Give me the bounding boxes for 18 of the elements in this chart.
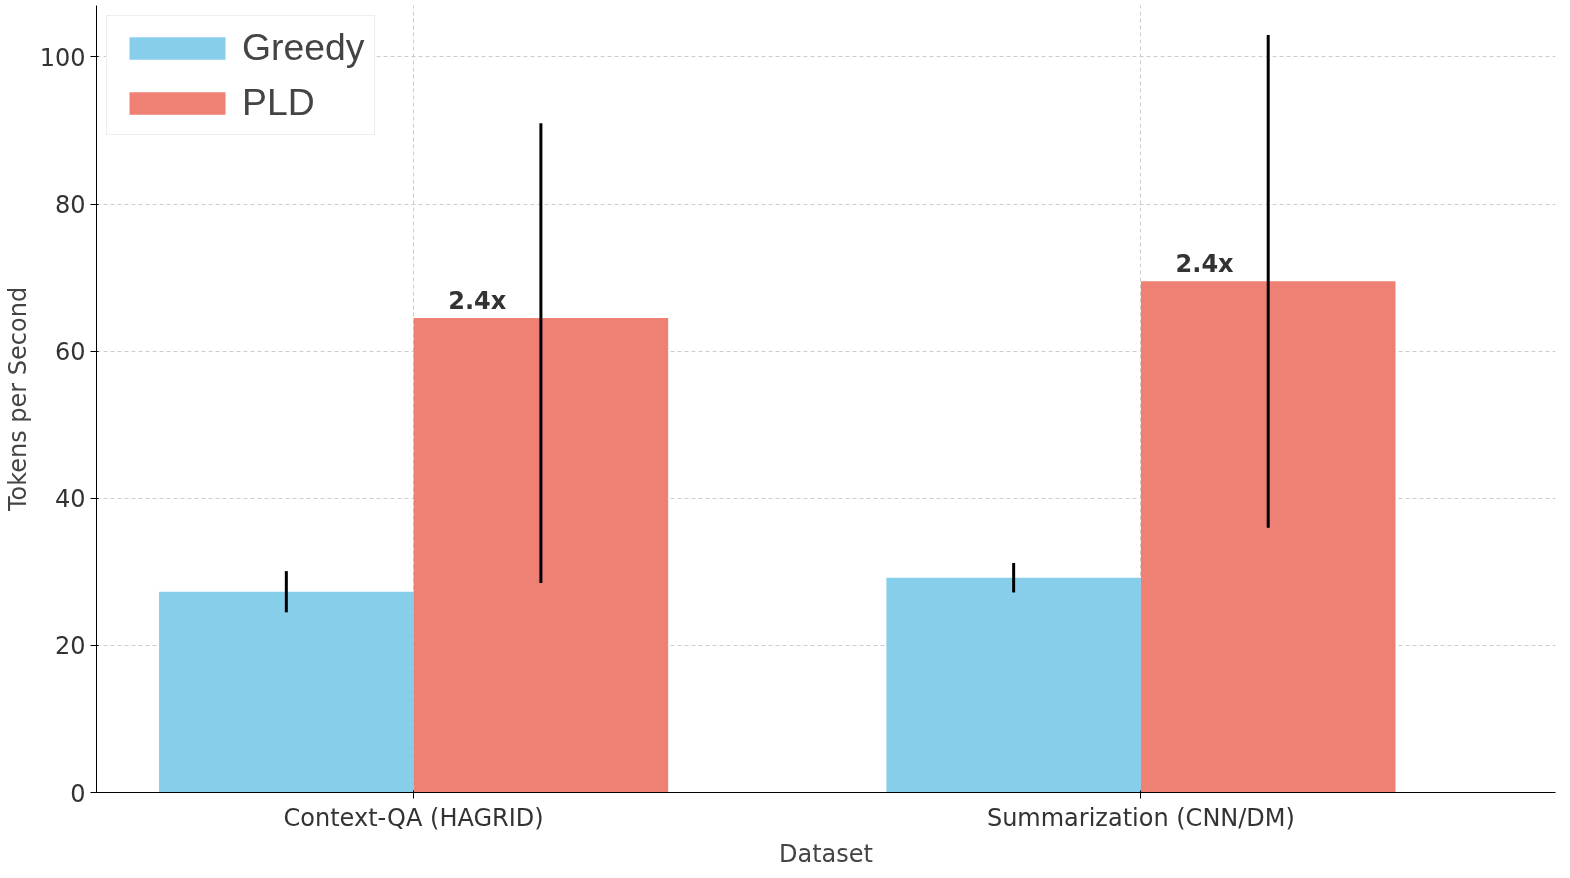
y-tick-label: 80 bbox=[54, 191, 86, 220]
bar bbox=[159, 591, 414, 793]
x-axis-title: Dataset bbox=[779, 839, 873, 868]
bar bbox=[413, 318, 669, 793]
y-tick-label: 0 bbox=[70, 779, 86, 808]
y-tick-label: 100 bbox=[39, 43, 86, 72]
annotation: 2.4x bbox=[448, 287, 507, 316]
y-tick-label: 40 bbox=[54, 485, 86, 514]
legend-label: PLD bbox=[242, 81, 315, 124]
bar bbox=[1140, 281, 1396, 793]
y-tick-label: 60 bbox=[54, 338, 86, 367]
bar bbox=[886, 577, 1141, 793]
legend-label: Greedy bbox=[242, 26, 365, 69]
y-axis-title: Tokens per Second bbox=[3, 286, 32, 513]
x-tick-label: Context-QA (HAGRID) bbox=[283, 803, 544, 832]
x-tick-label: Summarization (CNN/DM) bbox=[986, 803, 1295, 832]
y-tick-label: 20 bbox=[54, 632, 86, 661]
annotation: 2.4x bbox=[1175, 250, 1235, 279]
